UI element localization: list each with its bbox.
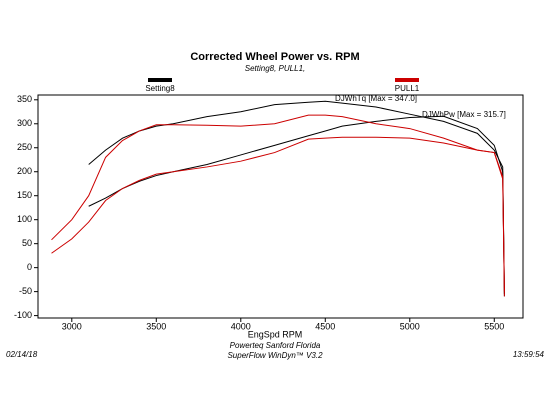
date: 02/14/18 [6, 350, 38, 359]
x-tick-label: 4500 [315, 321, 335, 331]
chart-title: Corrected Wheel Power vs. RPM [190, 51, 359, 63]
annotation: DJWhTq [Max = 347.0] [335, 94, 417, 103]
time: 13:59:54 [513, 350, 545, 359]
y-tick-label: 250 [17, 142, 32, 152]
line-torque [51, 114, 505, 292]
legend-swatch [148, 78, 172, 82]
x-tick-label: 5500 [484, 321, 504, 331]
x-tick-label: 4000 [231, 321, 251, 331]
annotation: DJWhPw [Max = 315.7] [422, 110, 506, 119]
legend-label: Setting8 [145, 84, 175, 93]
y-tick-label: 150 [17, 190, 32, 200]
line-power [88, 115, 505, 295]
footer: SuperFlow WinDyn™ V3.2 [227, 351, 323, 360]
y-tick-label: 300 [17, 118, 32, 128]
footer: Powerteq Sanford Florida [230, 341, 321, 350]
legend-label: PULL1 [395, 84, 420, 93]
y-tick-label: -50 [19, 286, 32, 296]
legend-swatch [395, 78, 419, 82]
y-tick-label: 100 [17, 214, 32, 224]
y-tick-label: 200 [17, 166, 32, 176]
line-torque [88, 100, 505, 297]
line-power [51, 136, 505, 297]
y-tick-label: 350 [17, 94, 32, 104]
x-tick-label: 3000 [62, 321, 82, 331]
y-tick-label: -100 [14, 310, 32, 320]
plot-area [37, 94, 524, 319]
y-tick-label: 50 [22, 238, 32, 248]
chart-subtitle: Setting8, PULL1, [245, 64, 305, 73]
x-tick-label: 3500 [146, 321, 166, 331]
x-tick-label: 5000 [400, 321, 420, 331]
x-axis-label: EngSpd RPM [248, 329, 303, 339]
y-tick-label: 0 [27, 262, 32, 272]
